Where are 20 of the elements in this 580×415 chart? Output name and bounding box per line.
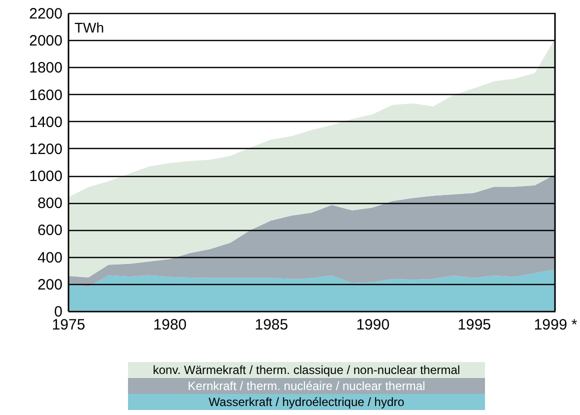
y-tick-label: 200 <box>37 276 62 294</box>
y-tick-label: 600 <box>37 222 62 240</box>
y-tick-label: 1600 <box>29 86 62 104</box>
y-tick-label: 1800 <box>29 60 62 77</box>
y-tick-label: 800 <box>37 195 62 212</box>
text: Wasserkraft / hydroélectrique / hydro <box>128 394 485 410</box>
x-tick-label: 1995 <box>458 316 492 334</box>
y-axis-title: TWh <box>74 20 104 36</box>
text: Kernkraft / therm. nucléaire / nuclear thermal <box>128 378 485 394</box>
x-tick-label: 1980 <box>153 316 187 334</box>
text: konv. Wärmekraft / therm. classique / non-nuclear thermal <box>128 362 485 378</box>
y-tick-label: 1200 <box>29 140 62 158</box>
x-tick-label: 1985 <box>254 316 288 334</box>
y-tick-label: 2200 <box>29 6 62 22</box>
y-tick-label: 1000 <box>29 168 62 186</box>
x-tick-label: 1999 * <box>534 316 578 334</box>
y-tick-label: 400 <box>37 249 62 266</box>
y-tick-label: 1400 <box>29 114 62 131</box>
y-tick-label: 2000 <box>29 32 62 50</box>
x-tick-label: 1990 <box>356 316 390 334</box>
